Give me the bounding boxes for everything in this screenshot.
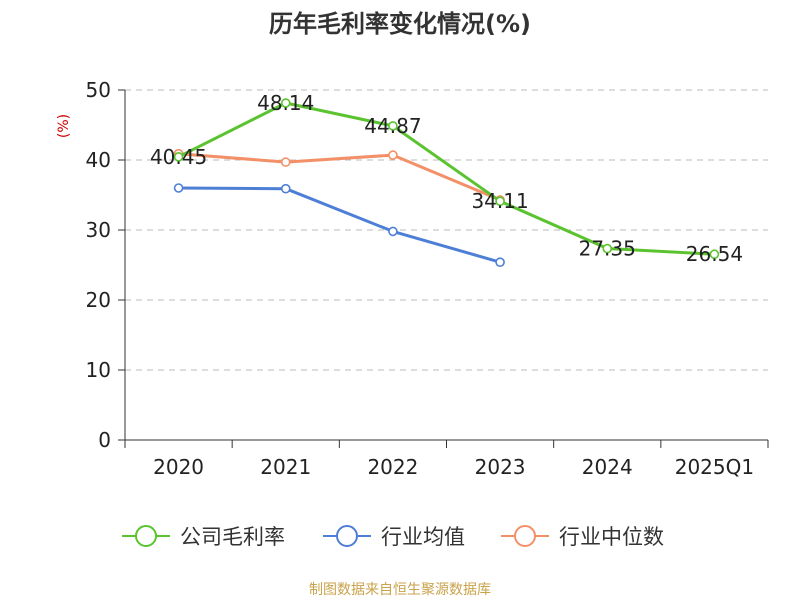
data-labels: 40.45 48.14 44.87 34.11 27.35 26.54 [150,91,743,266]
x-tick-label: 2022 [367,455,418,479]
legend-marker [336,525,358,547]
series-line [177,101,715,256]
data-point [388,150,398,160]
data-label: 48.14 [257,91,314,115]
data-point [495,257,505,268]
x-tick-label: 2024 [582,455,633,479]
x-tick-label: 2020 [153,455,204,479]
data-point [602,243,613,254]
legend-marker [514,525,536,547]
y-tick-label: 0 [98,428,111,452]
chart-title: 历年毛利率变化情况(%) [269,10,531,38]
source-note: 制图数据来自恒生聚源数据库 [309,582,491,598]
series-line [178,186,501,264]
y-tick-label: 40 [86,148,111,172]
x-tick-label: 2021 [260,455,311,479]
data-point [173,183,184,193]
grid-lines [125,89,768,371]
legend: 公司毛利率 行业均值 行业中位数 [122,525,664,549]
x-tick-label: 2025Q1 [675,455,754,479]
legend-marker [135,525,157,547]
data-label: 34.11 [471,189,528,213]
data-point [173,152,184,162]
data-label: 26.54 [686,242,743,266]
data-label: 44.87 [364,114,421,138]
y-axis-unit-label: (%) [56,114,72,138]
series-lines [173,98,720,268]
data-label: 40.45 [150,145,207,169]
data-point [280,98,291,108]
data-point [280,183,291,194]
legend-label: 行业中位数 [559,525,664,549]
legend-label: 行业均值 [381,525,465,549]
series-line [178,152,501,202]
axes: 0 10 20 30 40 50 2020 2021 2022 2023 2024 2025Q1 [86,78,769,479]
y-tick-label: 50 [86,78,111,102]
data-label: 27.35 [579,237,636,261]
data-point [280,157,291,167]
y-tick-label: 20 [86,288,111,312]
y-tick-label: 30 [86,218,111,242]
data-point [388,226,398,237]
data-point [388,121,398,131]
data-point [709,249,720,260]
legend-label: 公司毛利率 [180,525,285,549]
y-tick-label: 10 [86,358,111,382]
x-tick-label: 2023 [475,455,526,479]
data-point [495,196,505,207]
